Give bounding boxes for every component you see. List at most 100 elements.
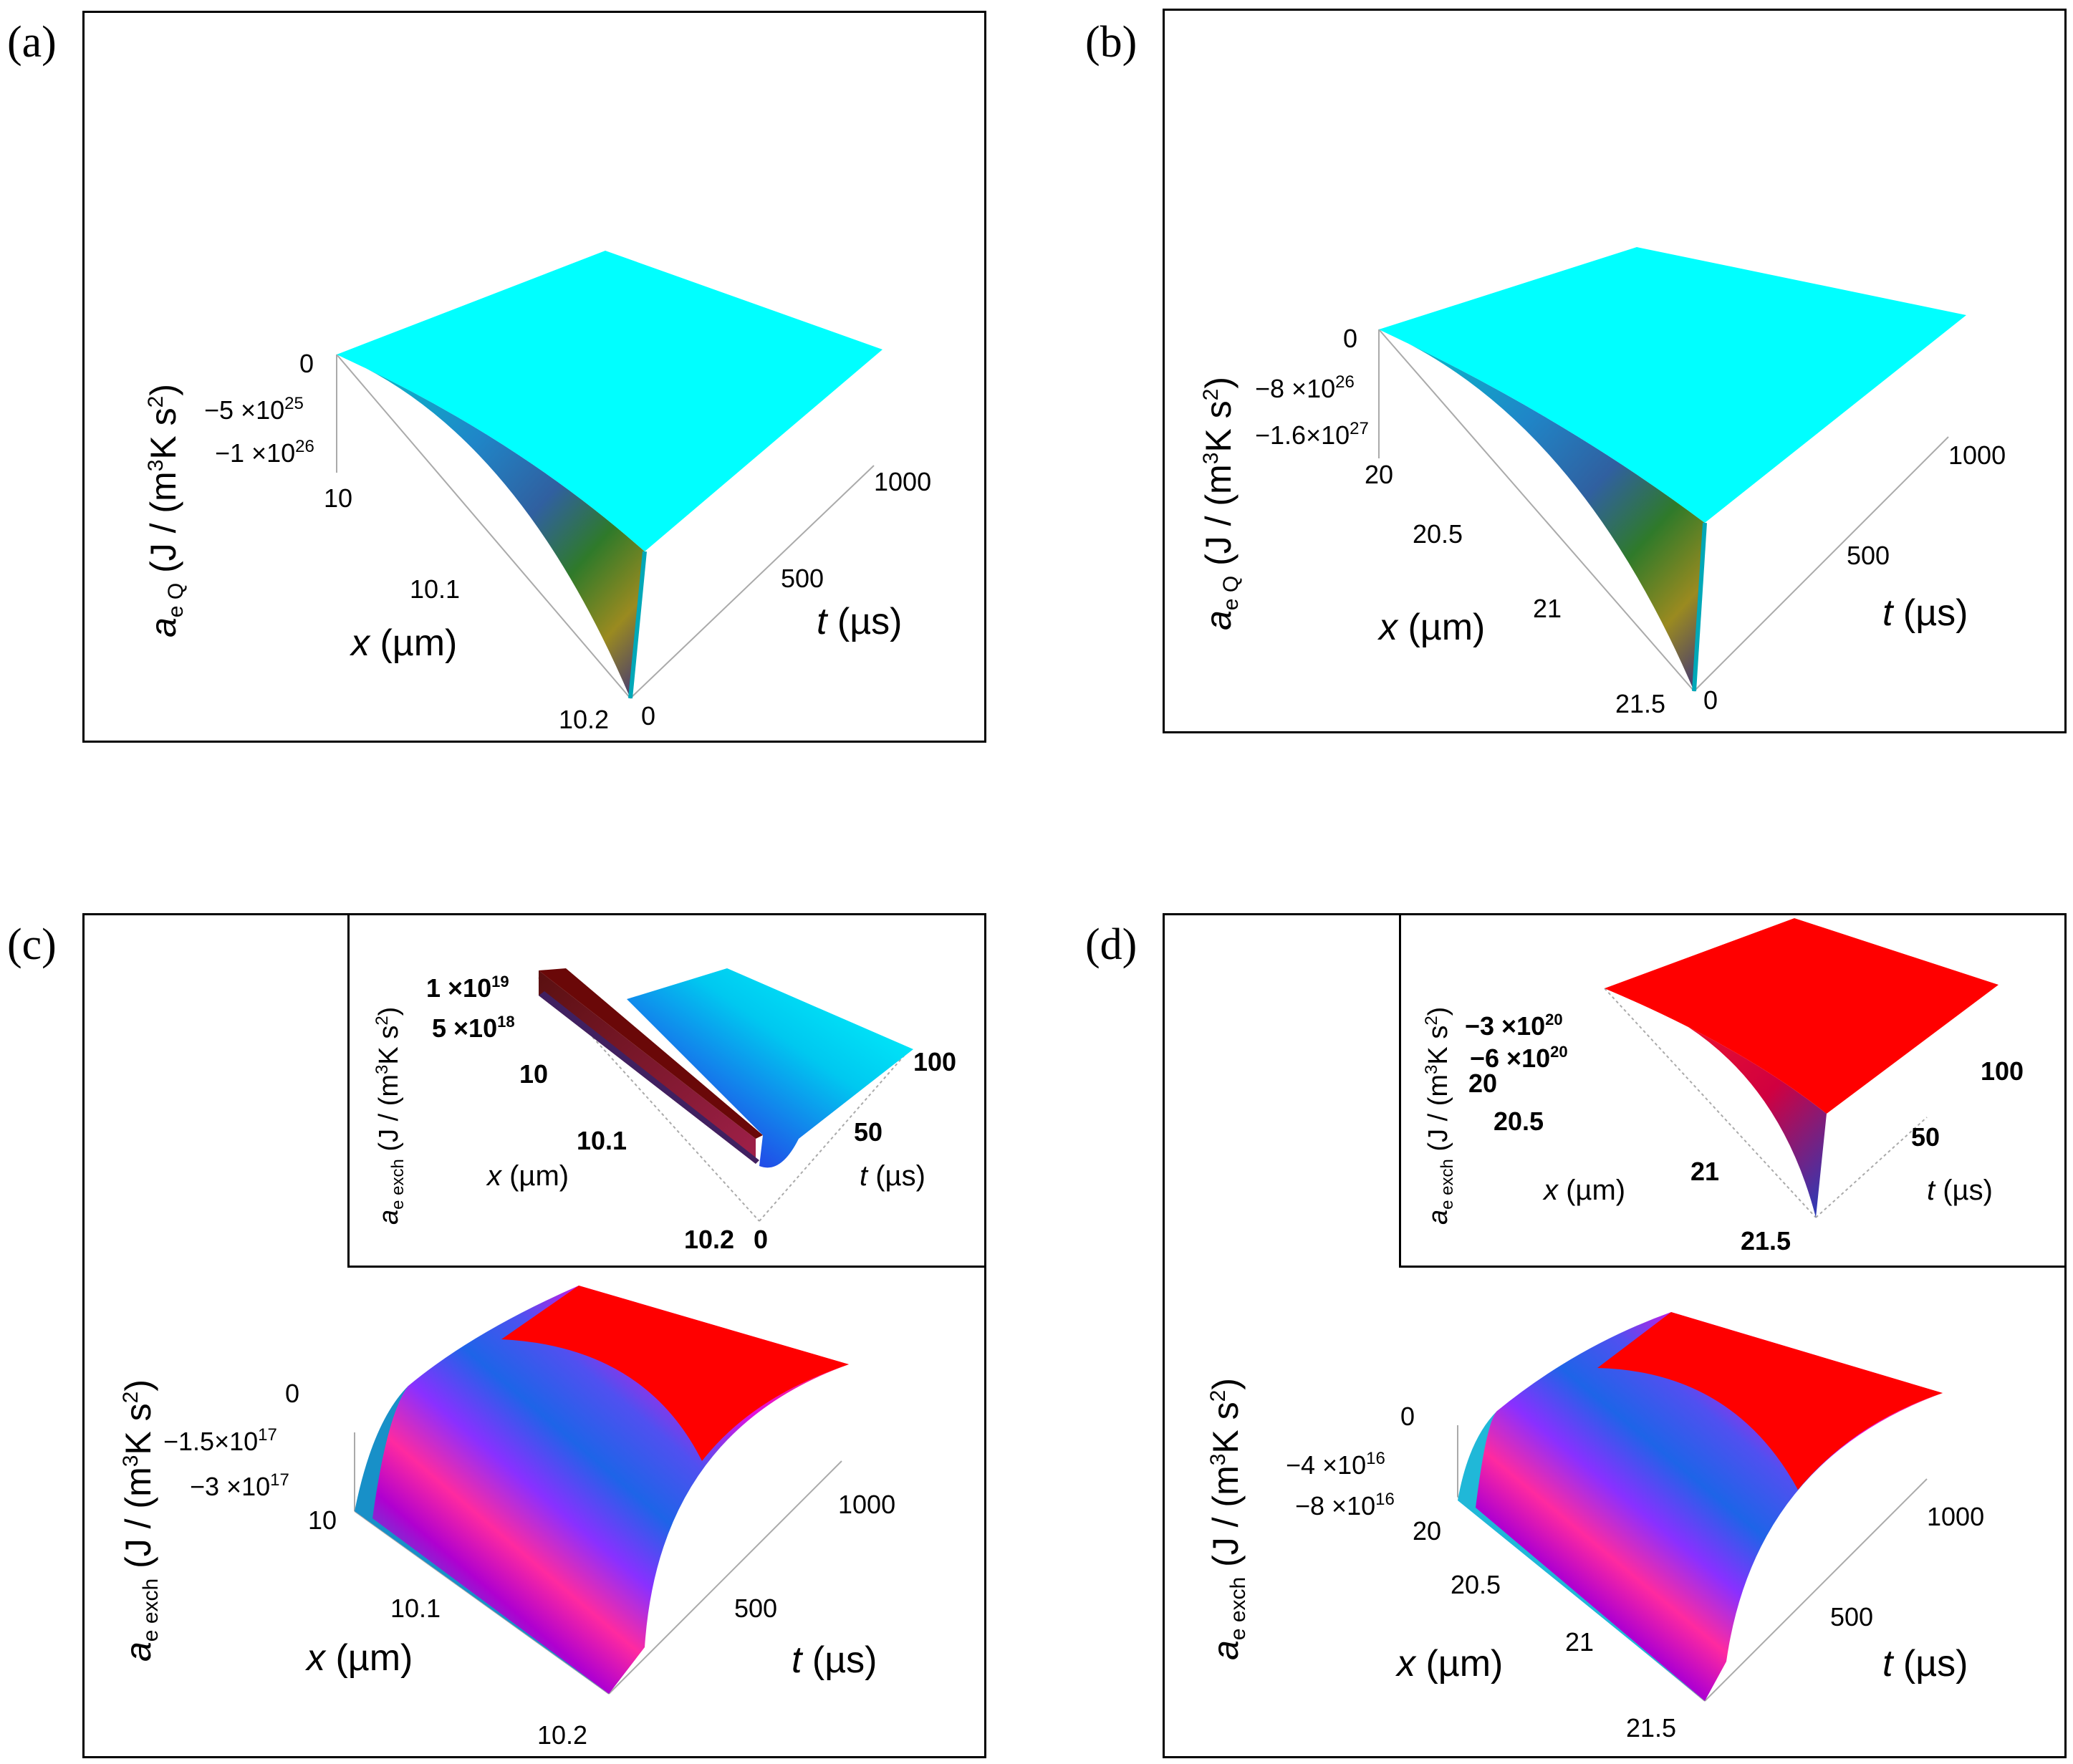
b-z-label: ae Q (J / (m3K s2) xyxy=(1198,377,1243,630)
inset-c-z-tick-1: 5 ×1018 xyxy=(432,1013,515,1043)
inset-d-plateau xyxy=(1605,918,1999,1114)
c-x-tick-2: 10.2 xyxy=(537,1720,587,1750)
a-surface-curve xyxy=(337,355,645,698)
inset-c-z-tick-0: 1 ×1019 xyxy=(426,973,509,1003)
inset-c-wall-top xyxy=(539,968,763,1139)
inset-d-t-axis xyxy=(1815,1117,1928,1218)
inset-d-z-label: ae exch (J / (m3K s2) xyxy=(1422,1007,1457,1225)
c-t-tick-0: 500 xyxy=(734,1594,777,1623)
d-x-tick-0: 20 xyxy=(1413,1516,1441,1546)
a-x-tick-1: 10.1 xyxy=(410,574,460,604)
inset-c-x-tick-1: 10.1 xyxy=(577,1126,627,1155)
d-z-tick-2: −8 ×1016 xyxy=(1295,1490,1395,1520)
b-x-tick-0: 20 xyxy=(1365,460,1393,489)
inset-c-x-tick-2: 10.2 xyxy=(684,1225,734,1254)
inset-c-t-axis xyxy=(759,1049,910,1222)
b-z-tick-1: −8 ×1026 xyxy=(1255,372,1355,403)
inset-c-t-tick-2: 100 xyxy=(913,1047,956,1076)
b-x-tick-2: 21 xyxy=(1533,594,1562,623)
a-z-label: ae Q (J / (m3K s2) xyxy=(143,384,188,637)
a-x-tick-0: 10 xyxy=(324,483,352,513)
d-x-tick-2: 21 xyxy=(1565,1627,1594,1657)
inset-c-x-label: x (µm) xyxy=(486,1160,569,1192)
b-x-axis-line xyxy=(1378,329,1695,692)
b-plateau-edge xyxy=(1692,522,1707,692)
d-t-tick-0: 500 xyxy=(1830,1602,1873,1632)
c-z-tick-1: −1.5×1017 xyxy=(163,1425,277,1456)
inset-c-z-label: ae exch (J / (m3K s2) xyxy=(372,1007,408,1225)
a-z-tick-2: −1 ×1026 xyxy=(215,437,314,468)
b-x-tick-3: 21.5 xyxy=(1615,689,1665,718)
c-t-tick-1: 1000 xyxy=(838,1490,895,1519)
c-z-tick-0: 0 xyxy=(285,1379,299,1408)
inset-c-t-label: t (µs) xyxy=(860,1160,925,1192)
c-x-tick-0: 10 xyxy=(308,1505,337,1535)
panel-b-plot xyxy=(1378,247,1966,692)
inset-d-t-tick-0: 50 xyxy=(1911,1122,1940,1152)
inset-d-t-label: t (µs) xyxy=(1927,1175,1993,1206)
d-x-tick-1: 20.5 xyxy=(1451,1570,1501,1599)
b-t-axis-line xyxy=(1693,436,1949,692)
a-plateau-edge xyxy=(628,551,647,699)
a-x-axis-line xyxy=(336,354,631,699)
inset-d-x-label: x (µm) xyxy=(1542,1175,1625,1206)
b-surface-curve xyxy=(1379,329,1705,691)
inset-c-x-tick-0: 10 xyxy=(519,1059,548,1089)
a-z-tick-0: 0 xyxy=(299,349,314,378)
a-t-axis-line xyxy=(630,465,875,699)
b-surface-plateau xyxy=(1379,247,1966,523)
inset-c-wall-front xyxy=(539,991,759,1164)
inset-d-z-tick-0: −3 ×1020 xyxy=(1465,1011,1563,1041)
d-z-tick-1: −4 ×1016 xyxy=(1286,1449,1385,1480)
panel-c-plot xyxy=(354,1286,849,1695)
panel-a-plot xyxy=(336,251,882,699)
c-surface-plateau xyxy=(501,1286,849,1461)
inset-d-x-tick-2: 21 xyxy=(1690,1157,1719,1186)
inset-d-x-tick-0: 20 xyxy=(1468,1069,1497,1098)
a-surface-plateau xyxy=(337,251,882,551)
inset-c-t-tick-1: 50 xyxy=(854,1117,882,1147)
c-z-tick-2: −3 ×1017 xyxy=(190,1470,289,1501)
a-t-label: t (µs) xyxy=(817,601,903,642)
d-z-tick-0: 0 xyxy=(1400,1402,1415,1431)
panel-label-c: (c) xyxy=(7,920,57,969)
panel-label-b: (b) xyxy=(1085,18,1137,67)
d-surface-plateau xyxy=(1597,1312,1943,1490)
d-t-axis-line xyxy=(1704,1478,1928,1702)
b-z-tick-2: −1.6×1027 xyxy=(1255,419,1369,450)
b-z-tick-0: 0 xyxy=(1343,324,1357,353)
d-t-label: t (µs) xyxy=(1882,1643,1968,1685)
inset-d-x-tick-3: 21.5 xyxy=(1741,1226,1791,1255)
inset-d-plot xyxy=(1604,918,1999,1218)
c-z-label: ae exch (J / (m3K s2) xyxy=(118,1379,163,1662)
b-t-tick-2: 1000 xyxy=(1948,440,2006,470)
panel-label-a: (a) xyxy=(7,18,57,67)
inset-d-z-tick-1: −6 ×1020 xyxy=(1470,1043,1568,1073)
inset-d-x-axis xyxy=(1604,988,1817,1218)
c-t-axis-line xyxy=(608,1460,842,1695)
inset-d-curve xyxy=(1605,988,1827,1218)
d-z-label: ae exch (J / (m3K s2) xyxy=(1206,1378,1250,1660)
d-x-tick-3: 21.5 xyxy=(1626,1713,1676,1743)
b-x-tick-1: 20.5 xyxy=(1413,519,1463,549)
c-t-label: t (µs) xyxy=(792,1639,877,1681)
inset-c-sheet xyxy=(627,968,913,1168)
a-t-tick-2: 1000 xyxy=(874,467,931,496)
b-t-tick-0: 0 xyxy=(1703,685,1718,715)
a-z-tick-1: −5 ×1025 xyxy=(204,394,304,425)
a-x-label: x (µm) xyxy=(349,622,457,664)
panel-d-plot xyxy=(1457,1312,1943,1702)
panel-label-d: (d) xyxy=(1085,920,1137,969)
b-x-label: x (µm) xyxy=(1377,607,1485,648)
a-t-tick-1: 500 xyxy=(781,564,824,593)
c-x-tick-1: 10.1 xyxy=(390,1594,441,1623)
d-x-label: x (µm) xyxy=(1395,1643,1503,1685)
inset-d-x-tick-1: 20.5 xyxy=(1494,1107,1544,1136)
b-t-tick-1: 500 xyxy=(1847,541,1890,570)
inset-d-t-tick-1: 100 xyxy=(1981,1056,2024,1086)
b-t-label: t (µs) xyxy=(1882,592,1968,634)
a-x-tick-2: 10.2 xyxy=(559,705,609,734)
a-t-tick-0: 0 xyxy=(641,701,655,731)
d-t-tick-1: 1000 xyxy=(1927,1502,1984,1531)
c-x-label: x (µm) xyxy=(304,1637,413,1679)
